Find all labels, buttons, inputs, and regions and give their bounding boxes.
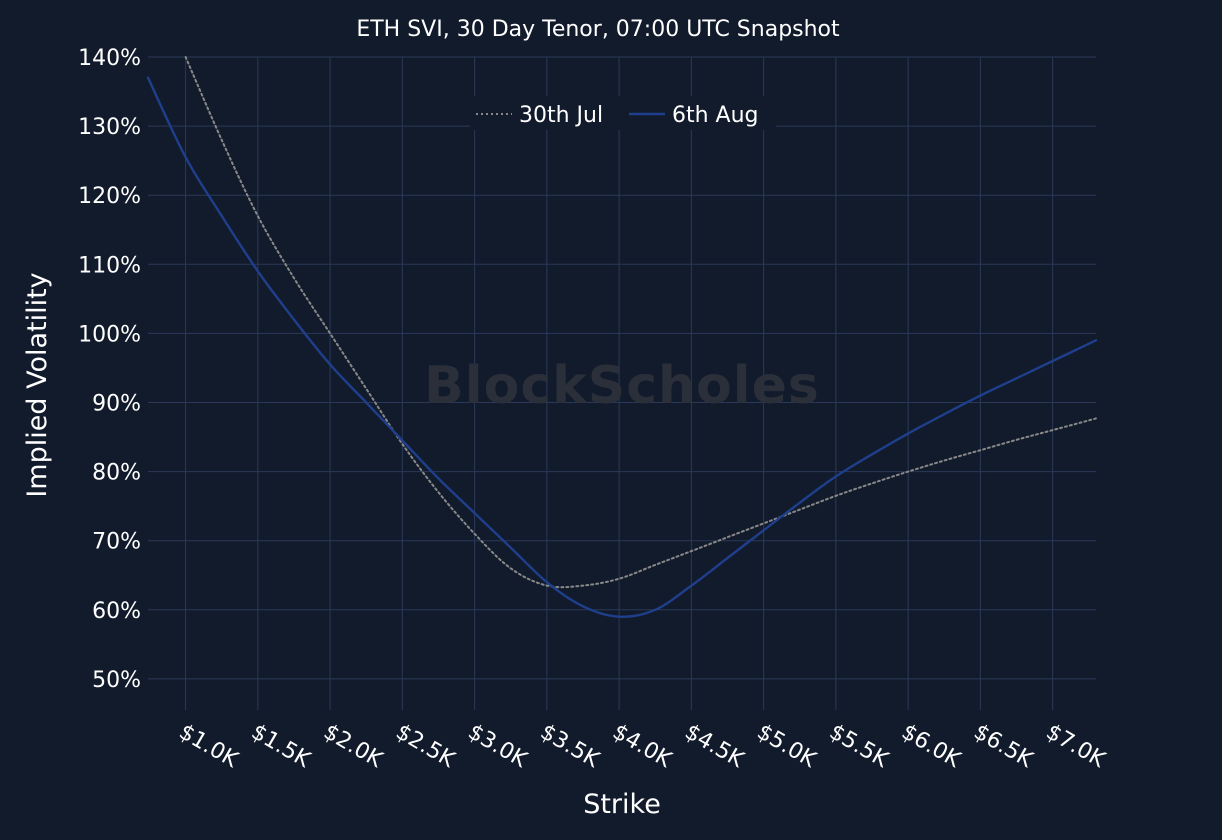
y-tick-label: 120% — [78, 184, 141, 209]
legend: 30th Jul 6th Aug — [470, 96, 776, 130]
y-tick-label: 110% — [78, 253, 141, 278]
legend-background — [470, 96, 776, 130]
y-tick-label: 130% — [78, 115, 141, 140]
legend-label: 30th Jul — [519, 103, 603, 128]
chart-title: ETH SVI, 30 Day Tenor, 07:00 UTC Snapsho… — [356, 17, 840, 42]
series-layer — [146, 56, 1098, 618]
y-tick-label: 90% — [92, 392, 141, 417]
y-tick-label: 50% — [92, 668, 141, 693]
y-axis-title: Implied Volatility — [22, 272, 53, 497]
y-tick-label: 140% — [78, 46, 141, 71]
y-tick-label: 80% — [92, 461, 141, 486]
x-axis-title: Strike — [583, 789, 661, 820]
y-tick-label: 70% — [92, 530, 141, 555]
legend-label: 6th Aug — [672, 103, 759, 128]
y-tick-label: 60% — [92, 599, 141, 624]
series-line-6th-aug — [146, 76, 1098, 618]
series-line-30th-jul — [184, 56, 1097, 589]
y-tick-label: 100% — [78, 322, 141, 347]
watermark-logo: BlockScholes — [424, 356, 820, 416]
